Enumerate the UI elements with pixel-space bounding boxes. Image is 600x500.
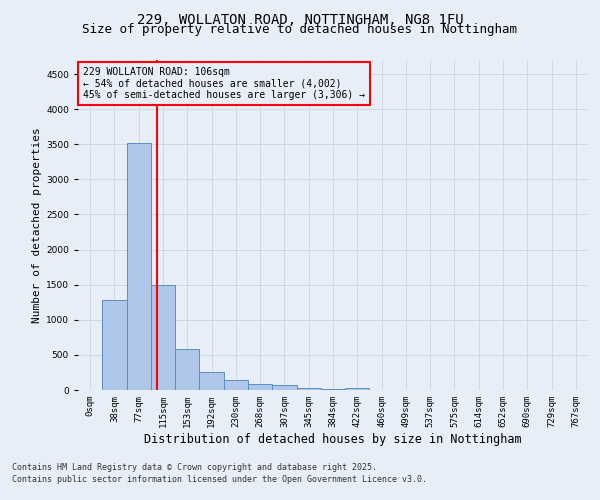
Text: 229 WOLLATON ROAD: 106sqm
← 54% of detached houses are smaller (4,002)
45% of se: 229 WOLLATON ROAD: 106sqm ← 54% of detac… <box>83 66 365 100</box>
X-axis label: Distribution of detached houses by size in Nottingham: Distribution of detached houses by size … <box>144 432 522 446</box>
Y-axis label: Number of detached properties: Number of detached properties <box>32 127 42 323</box>
Bar <box>151 286 175 390</box>
Bar <box>248 384 272 390</box>
Bar <box>345 388 370 390</box>
Text: Contains HM Land Registry data © Crown copyright and database right 2025.: Contains HM Land Registry data © Crown c… <box>12 464 377 472</box>
Bar <box>199 372 224 390</box>
Bar <box>296 388 321 390</box>
Bar <box>175 348 199 390</box>
Bar <box>102 300 127 390</box>
Bar <box>224 380 248 390</box>
Text: 229, WOLLATON ROAD, NOTTINGHAM, NG8 1FU: 229, WOLLATON ROAD, NOTTINGHAM, NG8 1FU <box>137 12 463 26</box>
Bar <box>127 143 151 390</box>
Text: Contains public sector information licensed under the Open Government Licence v3: Contains public sector information licen… <box>12 475 427 484</box>
Text: Size of property relative to detached houses in Nottingham: Size of property relative to detached ho… <box>83 24 517 36</box>
Bar <box>272 386 296 390</box>
